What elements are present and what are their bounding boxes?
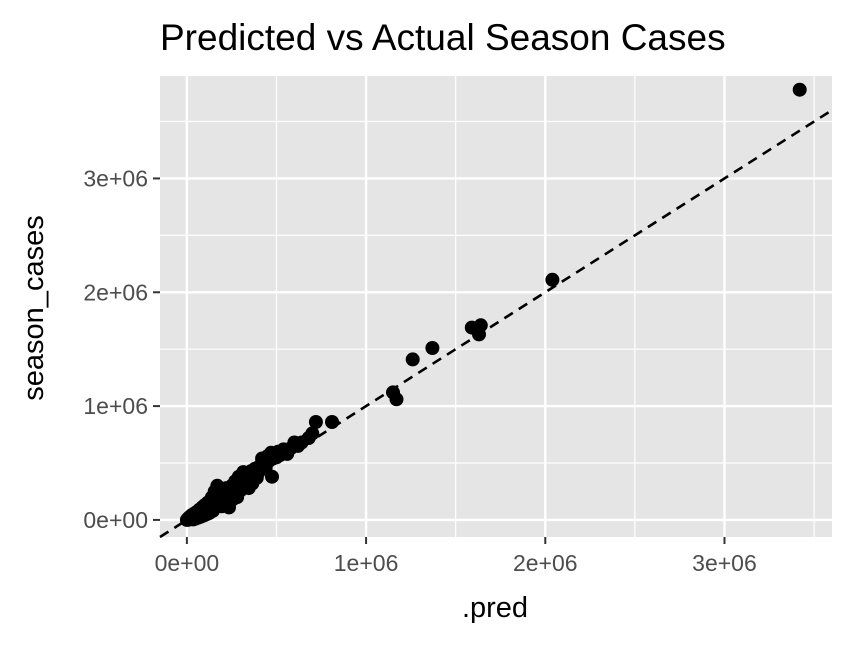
data-point (389, 392, 404, 407)
data-point (473, 318, 488, 333)
y-tick-label: 2e+06 (83, 279, 148, 305)
x-tick-label: 2e+06 (513, 550, 578, 576)
y-axis-title: season_cases (18, 215, 50, 400)
data-point (308, 415, 323, 429)
data-point (305, 426, 320, 441)
reference-line (159, 109, 833, 539)
y-tick-label: 0e+00 (83, 507, 148, 533)
data-point (545, 272, 560, 287)
x-axis-title: .pred (462, 592, 528, 624)
data-point (792, 82, 807, 97)
y-tick-label: 1e+06 (83, 393, 148, 419)
major-gridlines (160, 76, 832, 537)
y-axis: 0e+00 1e+06 2e+06 3e+06 (83, 165, 160, 533)
chart-title: Predicted vs Actual Season Cases (160, 17, 726, 58)
y-tick-label: 3e+06 (83, 165, 148, 191)
x-tick-label: 1e+06 (334, 550, 399, 576)
x-tick-label: 3e+06 (692, 550, 757, 576)
data-point (425, 341, 440, 355)
x-tick-label: 0e+00 (155, 550, 220, 576)
data-point (405, 352, 420, 367)
x-axis: 0e+00 1e+06 2e+06 3e+06 (155, 537, 757, 576)
data-point (265, 469, 279, 484)
